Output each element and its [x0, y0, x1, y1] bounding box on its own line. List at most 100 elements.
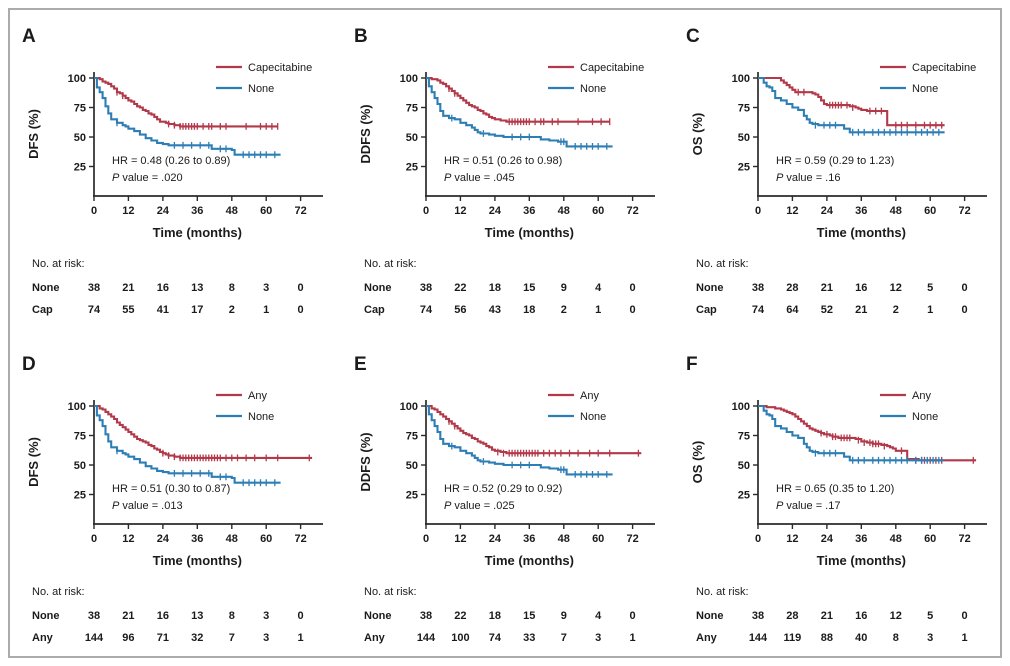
censor-marks-none: [116, 119, 276, 159]
risk-row-label: Any: [696, 632, 718, 644]
y-tick-label: 100: [732, 73, 750, 85]
risk-row-value: 12: [890, 282, 902, 294]
risk-row-value: 3: [927, 632, 933, 644]
risk-row-value: 144: [85, 632, 104, 644]
survival-curve-any: [758, 404, 977, 462]
risk-row-value: 38: [88, 282, 100, 294]
p-italic: P: [444, 500, 452, 512]
risk-row-value: 15: [523, 282, 535, 294]
y-axis-label: DDFS (%): [358, 432, 373, 491]
risk-row-value: 71: [157, 632, 169, 644]
y-tick-label: 50: [406, 132, 418, 144]
survival-curve-capecitabine: [426, 76, 610, 123]
risk-row-value: 1: [927, 304, 933, 316]
risk-row-value: 40: [855, 632, 867, 644]
risk-row-value: 13: [191, 282, 203, 294]
censor-marks-none: [814, 449, 940, 464]
risk-row-value: 32: [191, 632, 203, 644]
risk-row-value: 8: [229, 282, 235, 294]
risk-table-title: No. at risk:: [32, 586, 85, 598]
panel-A-dfs-capecitabine: A 0 12 24 36 48 60 72 25 50 75 100 DFS (%) Time (mont…: [10, 10, 340, 340]
risk-row-value: 1: [630, 632, 636, 644]
risk-row-value: 38: [420, 610, 432, 622]
legend-label: Any: [912, 390, 931, 402]
y-tick-label: 25: [74, 490, 86, 502]
legend-label: None: [248, 83, 274, 95]
risk-row-value: 0: [630, 282, 636, 294]
risk-row-value: 16: [157, 610, 169, 622]
risk-row-value: 1: [298, 632, 304, 644]
y-tick-label: 75: [406, 103, 418, 115]
risk-row-value: 144: [417, 632, 436, 644]
censor-marks-capecitabine: [448, 85, 611, 126]
y-tick-label: 75: [74, 431, 86, 443]
risk-row-label: None: [364, 282, 392, 294]
risk-table-title: No. at risk:: [32, 258, 85, 270]
legend-label: Capecitabine: [912, 62, 976, 74]
figure-border: [8, 8, 1002, 658]
risk-row-value: 64: [786, 304, 799, 316]
x-tick-label: 24: [821, 533, 834, 545]
risk-row-value: 3: [263, 610, 269, 622]
risk-row-value: 1: [263, 304, 269, 316]
risk-row-value: 7: [561, 632, 567, 644]
p-rest: value = .025: [454, 500, 514, 512]
panel-letter: C: [686, 26, 700, 47]
risk-row-value: 16: [855, 282, 867, 294]
x-tick-label: 48: [558, 533, 570, 545]
risk-row-value: 100: [451, 632, 469, 644]
x-tick-label: 48: [226, 533, 238, 545]
p-italic: P: [112, 172, 120, 184]
risk-row-value: 4: [595, 282, 602, 294]
y-tick-label: 25: [406, 162, 418, 174]
x-tick-label: 24: [489, 533, 502, 545]
x-tick-label: 60: [260, 205, 272, 217]
x-tick-label: 36: [855, 533, 867, 545]
x-tick-label: 12: [786, 533, 798, 545]
x-tick-label: 24: [157, 205, 170, 217]
risk-row-value: 16: [157, 282, 169, 294]
x-tick-label: 72: [294, 205, 306, 217]
risk-row-value: 7: [229, 632, 235, 644]
hr-annotation: HR = 0.51 (0.30 to 0.87): [112, 483, 230, 495]
risk-row-value: 119: [784, 632, 802, 644]
x-tick-label: 48: [558, 205, 570, 217]
x-tick-label: 36: [523, 205, 535, 217]
x-tick-label: 48: [226, 205, 238, 217]
x-tick-label: 12: [122, 205, 134, 217]
legend-label: Any: [580, 390, 599, 402]
risk-row-value: 52: [821, 304, 833, 316]
y-tick-label: 50: [74, 132, 86, 144]
x-tick-label: 24: [489, 205, 502, 217]
risk-row-value: 3: [595, 632, 601, 644]
risk-row-value: 0: [630, 304, 636, 316]
y-tick-label: 75: [738, 103, 750, 115]
censor-marks-none: [451, 442, 608, 478]
x-tick-label: 36: [191, 205, 203, 217]
x-tick-label: 72: [294, 533, 306, 545]
legend-label: None: [580, 83, 606, 95]
legend-label: None: [580, 411, 606, 423]
risk-row-value: 96: [122, 632, 134, 644]
y-tick-label: 100: [400, 73, 418, 85]
survival-curve-none: [94, 76, 281, 156]
survival-curve-none: [426, 404, 613, 476]
risk-row-value: 12: [890, 610, 902, 622]
risk-row-value: 2: [893, 304, 899, 316]
hr-annotation: HR = 0.51 (0.26 to 0.98): [444, 155, 562, 167]
risk-row-value: 18: [523, 304, 535, 316]
y-axis-label: OS (%): [690, 113, 705, 156]
p-rest: value = .16: [786, 172, 840, 184]
risk-row-label: Any: [364, 632, 386, 644]
risk-row-label: None: [32, 610, 60, 622]
legend-label: None: [248, 411, 274, 423]
risk-row-value: 38: [752, 282, 764, 294]
risk-table-title: No. at risk:: [364, 586, 417, 598]
